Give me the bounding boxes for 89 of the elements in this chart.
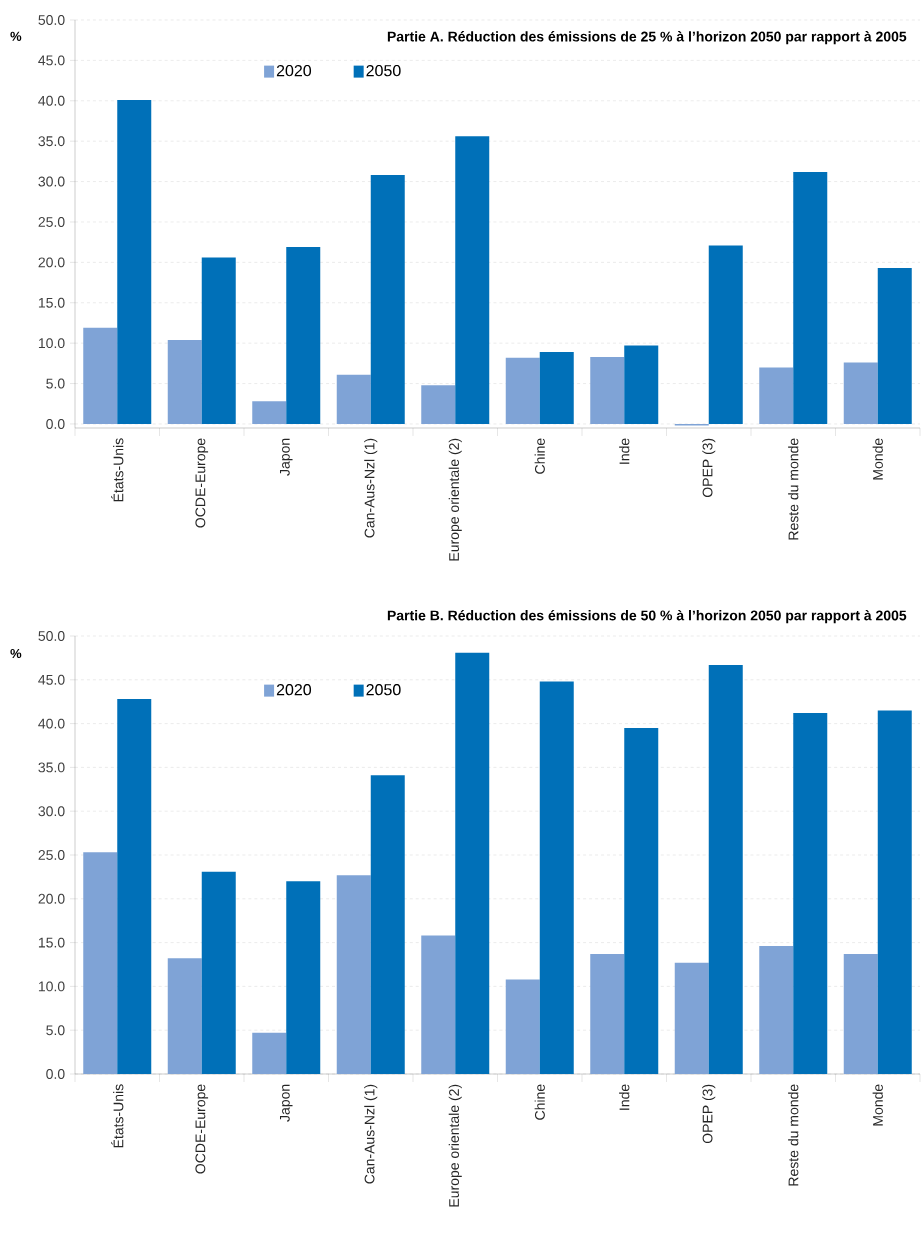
bar [539,681,574,1074]
x-tick-label: OPEP (3) [702,1084,716,1144]
bar [167,339,202,424]
bar [83,852,118,1074]
chart-title: Partie B. Réduction des émissions de 50 % à l’horizon 2050 par rapport à 2005 [387,609,907,624]
legend-label: 2050 [366,64,401,77]
x-tick-label: Monde [872,1084,883,1126]
bar [370,775,405,1074]
y-tick-label: 10.0 [38,338,65,349]
bar [505,357,540,424]
bar [877,268,912,424]
bar [370,175,405,424]
bar [167,958,202,1074]
x-tick-label: OCDE-Europe [195,1084,209,1174]
y-tick-label: 30.0 [38,806,65,817]
x-tick-label: Japon [279,1084,293,1122]
bar [674,962,709,1074]
bar [759,367,794,424]
bar [252,401,287,424]
legend-label: 2050 [366,683,401,696]
x-tick-label: Europe orientale (2) [448,1084,462,1207]
y-tick-label: 5.0 [46,378,65,389]
y-tick-label: 50.0 [38,631,65,641]
y-tick-label: 25.0 [38,217,65,227]
y-tick-label: 40.0 [38,95,65,106]
y-tick-label: 30.0 [38,176,65,187]
x-tick-label: États-Unis [111,1084,124,1148]
bar [201,257,236,424]
legend-label: 2020 [276,683,312,696]
bar [590,356,625,424]
y-tick-label: 45.0 [38,55,65,66]
bar [843,362,878,424]
x-tick-label: OPEP (3) [702,438,716,498]
x-tick-label: Reste du monde [788,438,799,540]
y-axis-title: % [10,31,22,41]
x-tick-label: OCDE-Europe [195,438,209,528]
y-tick-label: 40.0 [38,718,65,729]
y-tick-label: 15.0 [38,937,65,948]
y-tick-label: 10.0 [38,981,65,992]
x-tick-label: Inde [619,438,630,464]
y-axis-title: % [10,648,22,659]
bar [286,881,321,1074]
bar [421,385,456,424]
y-tick-label: 0.0 [46,418,65,429]
bar [252,1032,287,1074]
y-tick-label: 35.0 [38,136,65,147]
bar [793,713,828,1074]
y-tick-label: 15.0 [38,297,65,308]
bar [286,247,321,424]
y-tick-label: 35.0 [38,762,65,773]
bar [505,979,540,1074]
bar [708,245,743,424]
bar [624,345,659,424]
bar [421,935,456,1074]
bar [624,727,659,1074]
bar [877,710,912,1074]
y-tick-label: 5.0 [46,1025,65,1036]
bar [539,352,574,424]
bar [793,171,828,424]
y-tick-label: 45.0 [38,674,65,685]
y-tick-label: 0.0 [46,1069,65,1079]
y-tick-label: 25.0 [38,850,65,860]
x-tick-label: Monde [872,438,883,480]
bar [117,699,152,1074]
legend-label: 2020 [276,64,312,77]
bar [336,875,371,1074]
bar [708,664,743,1074]
x-tick-label: Europe orientale (2) [448,438,462,561]
x-tick-label: Chine [534,1084,545,1120]
y-tick-label: 20.0 [38,257,65,268]
x-tick-label: États-Unis [111,438,124,502]
bar [455,136,490,424]
bar [843,953,878,1074]
bar [83,327,118,424]
bar [117,99,152,424]
bar [590,953,625,1074]
y-tick-label: 20.0 [38,893,65,904]
text: Partie A. Réduction des émissions de 25 % à l’horizon 2050 par rapport à 2005 [387,31,907,45]
bar [201,871,236,1074]
x-tick-label: Can-Aus-Nzl (1) [364,1084,378,1184]
x-tick-label: Reste du monde [788,1084,799,1186]
y-tick-label: 50.0 [38,15,65,25]
x-tick-label: Can-Aus-Nzl (1) [364,438,378,538]
x-tick-label: Japon [279,438,293,476]
x-tick-label: Chine [534,438,545,474]
bar [336,374,371,424]
bar [759,946,794,1074]
bar [455,652,490,1074]
x-tick-label: Inde [619,1084,630,1110]
